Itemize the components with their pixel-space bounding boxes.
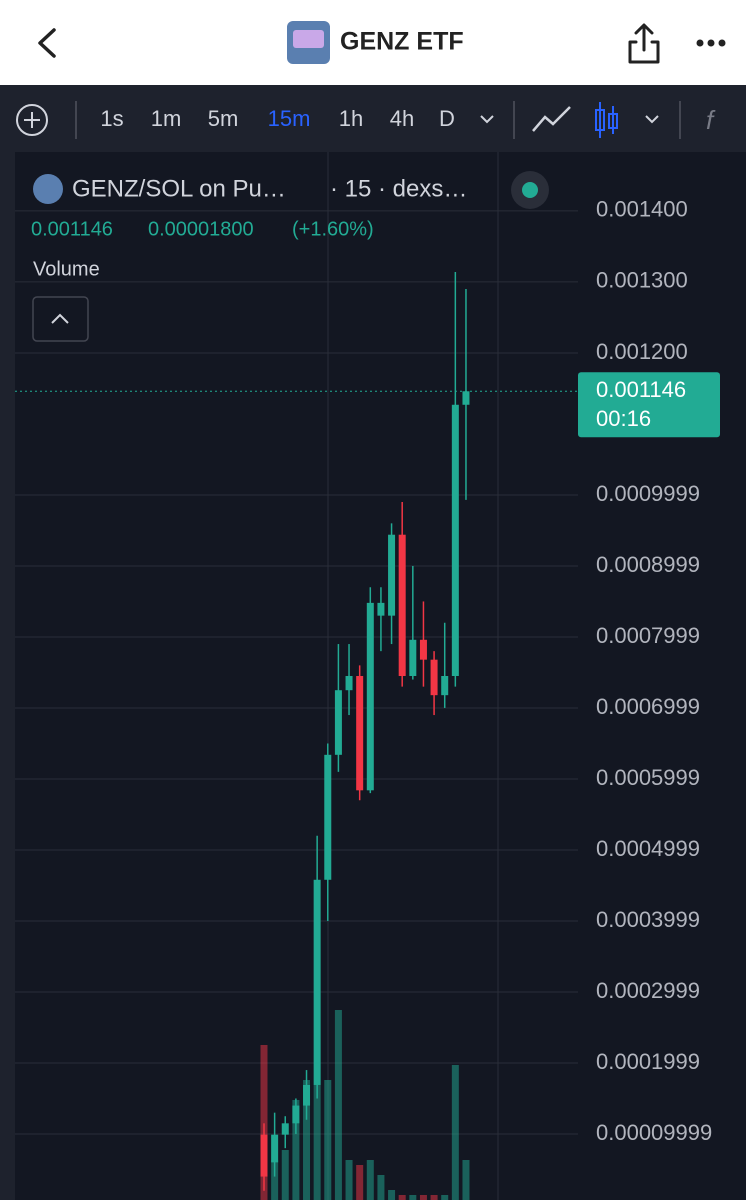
volume-bar [462,1160,470,1200]
volume-bar [388,1190,396,1200]
status-dot [522,182,538,198]
price-tag-countdown: 00:16 [596,406,651,431]
volume-bar [260,1045,268,1200]
interval-button[interactable]: 5m [208,106,239,131]
interval-dropdown[interactable] [480,115,494,124]
symbol-icon [33,174,63,204]
token-icon-inner [293,30,324,48]
legend-last: 0.001146 [31,218,113,240]
line-chart-button[interactable] [532,106,571,132]
y-tick-label: 0.0002999 [596,978,700,1003]
collapse-icon [51,313,69,324]
study-name: Volume [33,258,100,280]
volume-bar [451,1065,459,1200]
candle-body [324,754,332,880]
add-button[interactable] [16,104,48,136]
collapse-button[interactable] [32,296,89,342]
share-button[interactable] [628,23,660,64]
candle-body [260,1134,268,1177]
volume-bar [419,1195,427,1200]
candle-body [398,534,406,676]
volume-bar [292,1100,300,1200]
volume-bar [303,1080,311,1200]
interval-button[interactable]: 4h [390,106,414,131]
legend-change: 0.00001800 [148,218,254,240]
volume-bar [430,1195,438,1200]
candle-body [377,602,385,616]
candle-body [271,1134,279,1163]
candle-body [441,676,449,696]
price-tag [578,372,720,438]
chart-pane [15,152,746,1200]
volume-bar [271,1160,279,1200]
toolbar [0,85,746,152]
legend-change-pct: (+1.60%) [292,218,374,240]
volume-bar [334,1010,342,1200]
y-tick-label: 0.0003999 [596,907,700,932]
candle-body [292,1105,300,1124]
price-tag-value: 0.001146 [596,377,686,402]
volume-bar [441,1195,449,1200]
y-tick-label: 0.001400 [596,197,688,222]
y-tick-label: 0.0005999 [596,765,700,790]
symbol-details: · 15 · dexs… [330,175,467,202]
y-tick-label: 0.0006999 [596,694,700,719]
candle-body [313,879,321,1085]
interval-button[interactable]: D [439,106,455,131]
volume-bar [366,1160,374,1200]
more-button[interactable] [696,39,726,47]
volume-bar [409,1195,417,1200]
candle-body [462,391,470,405]
interval-button[interactable]: 1m [151,106,182,131]
left-strip [0,152,15,1200]
add-icon [24,112,40,128]
candle-body [356,676,364,791]
candle-body [430,659,438,696]
y-tick-label: 0.00009999 [596,1120,712,1145]
candle-body [345,676,353,691]
back-button[interactable] [38,28,56,58]
indicators-button[interactable]: f [706,105,716,135]
volume-bar [377,1175,385,1200]
header-bar [0,0,746,85]
volume-bar [356,1165,364,1200]
candle-chart-button[interactable] [595,102,618,138]
symbol-name: GENZ/SOL on Pu… [72,175,286,202]
candle-body [409,639,417,676]
volume-bar [398,1195,406,1200]
header-title: GENZ ETF [340,28,464,56]
volume-bar [281,1150,289,1200]
volume-bar [324,1080,332,1200]
candle-body [303,1084,311,1106]
y-tick-label: 0.0004999 [596,836,700,861]
y-tick-label: 0.001300 [596,268,688,293]
candle-body [388,534,396,616]
candle-body [451,404,459,676]
interval-button[interactable]: 1s [100,106,123,131]
volume-bar [345,1160,353,1200]
y-tick-label: 0.0007999 [596,623,700,648]
y-tick-label: 0.0008999 [596,552,700,577]
y-tick-label: 0.0001999 [596,1049,700,1074]
candle-body [366,602,374,791]
y-tick-label: 0.0009999 [596,481,700,506]
candle-body [419,639,427,660]
y-tick-label: 0.001200 [596,339,688,364]
chart-type-dropdown[interactable] [645,115,659,124]
volume-bar [313,1085,321,1200]
candle-body [334,690,342,755]
candle-body [281,1123,289,1135]
interval-button[interactable]: 15m [268,106,311,131]
interval-button[interactable]: 1h [339,106,363,131]
